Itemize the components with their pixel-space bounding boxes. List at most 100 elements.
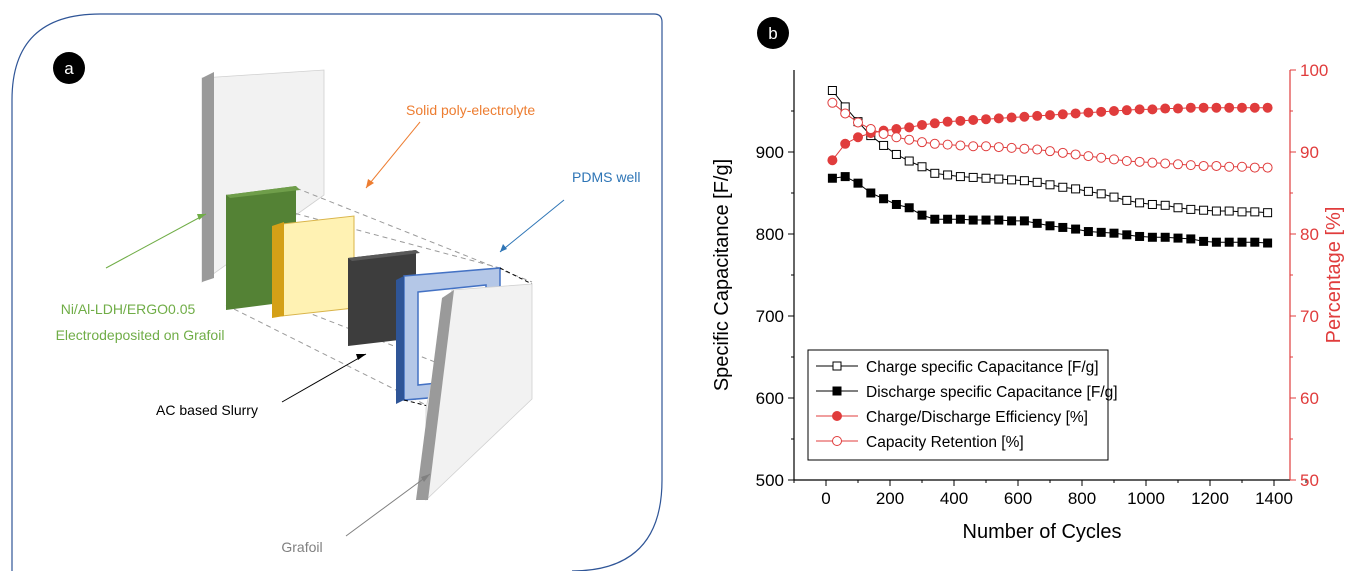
data-point — [1083, 107, 1094, 118]
data-point — [891, 149, 901, 159]
data-point — [981, 173, 991, 183]
y-right-tick-label: 80 — [1300, 225, 1319, 244]
data-point — [930, 214, 940, 224]
series-2 — [827, 172, 1273, 248]
y-left-tick-label: 800 — [756, 225, 784, 244]
data-point — [840, 108, 851, 119]
data-point — [955, 140, 966, 151]
data-point — [879, 140, 889, 150]
data-point — [1045, 180, 1055, 190]
data-point — [1083, 151, 1094, 162]
data-point — [993, 142, 1004, 153]
data-point — [968, 172, 978, 182]
data-point — [1083, 227, 1093, 237]
y-axis-left-title: Specific Capacitance [F/g] — [711, 159, 733, 391]
data-point — [1109, 192, 1119, 202]
data-point — [1057, 147, 1068, 158]
data-point — [981, 141, 991, 152]
data-point — [1122, 195, 1132, 205]
data-point — [1263, 238, 1273, 248]
data-point — [1019, 176, 1029, 186]
data-point — [1122, 230, 1132, 240]
data-point — [878, 128, 889, 139]
data-point — [917, 137, 927, 148]
y-axis-right-title: Percentage [%] — [1323, 207, 1345, 344]
data-point — [930, 168, 940, 178]
data-point — [1032, 177, 1042, 187]
legend-label: Discharge specific Capacitance [F/g] — [866, 384, 1118, 401]
data-point — [1057, 109, 1068, 120]
data-point — [1058, 222, 1068, 232]
series-4 — [827, 97, 1273, 173]
data-point — [994, 215, 1004, 225]
data-point — [865, 124, 876, 135]
data-point — [1185, 102, 1196, 113]
y-left-tick-label: 600 — [756, 389, 784, 408]
data-point — [1070, 149, 1081, 160]
panel-b-badge: b — [757, 17, 789, 49]
legend-item: Charge specific Capacitance [F/g] — [816, 359, 1099, 376]
legend-label: Capacity Retention [%] — [866, 434, 1024, 451]
data-point — [1058, 182, 1068, 192]
data-point — [1211, 102, 1222, 113]
data-point — [1224, 206, 1234, 216]
data-point — [1147, 157, 1158, 168]
data-point — [1263, 208, 1273, 218]
data-point — [1032, 218, 1042, 228]
data-point — [1198, 102, 1209, 113]
data-point — [1173, 203, 1183, 213]
data-point — [1262, 102, 1273, 113]
data-point — [1096, 189, 1106, 199]
svg-text:a: a — [64, 59, 74, 78]
data-point — [1019, 216, 1029, 226]
data-point — [1250, 237, 1260, 247]
data-point — [1147, 104, 1158, 115]
yellow-electrolyte-layer — [272, 215, 355, 318]
data-point — [1032, 144, 1043, 155]
data-point — [891, 124, 902, 135]
y-right-tick-label: 100 — [1300, 61, 1328, 80]
data-point — [1160, 158, 1171, 169]
label-arrows — [105, 121, 565, 537]
x-tick-label: 1200 — [1191, 489, 1229, 508]
panel-a-frame — [11, 13, 663, 571]
x-tick-label: 0 — [821, 489, 830, 508]
data-point — [853, 178, 863, 188]
label-solid-poly-electrolyte: Solid poly-electrolyte — [406, 102, 535, 118]
data-point — [1083, 186, 1093, 196]
data-point — [1186, 234, 1196, 244]
data-point — [1134, 156, 1145, 167]
label-electrode-line1: Ni/Al-LDH/ERGO0.05 — [61, 301, 196, 317]
data-point — [891, 132, 902, 143]
data-point — [1109, 154, 1119, 165]
panel-a-diagram: a — [11, 13, 663, 571]
data-point — [853, 132, 863, 143]
data-point — [1007, 175, 1017, 185]
data-point — [1032, 110, 1043, 121]
data-point — [1007, 216, 1017, 226]
data-point — [1006, 142, 1017, 153]
data-point — [891, 199, 901, 209]
data-point — [1250, 207, 1260, 217]
label-ac-based-slurry: AC based Slurry — [156, 402, 258, 418]
x-tick-label: 600 — [1004, 489, 1032, 508]
data-point — [955, 172, 965, 182]
data-point — [929, 138, 940, 149]
data-point — [1121, 156, 1132, 167]
data-point — [1173, 159, 1183, 170]
data-point — [968, 141, 979, 152]
legend-item: Discharge specific Capacitance [F/g] — [816, 384, 1118, 401]
y-left-tick-label: 700 — [756, 307, 784, 326]
panel-a-badge: a — [53, 52, 85, 84]
data-point — [981, 114, 991, 125]
legend-item: Capacity Retention [%] — [816, 434, 1024, 451]
data-point — [1121, 105, 1132, 116]
label-grafoil: Grafoil — [281, 539, 322, 555]
data-point — [1249, 162, 1260, 173]
legend-label: Charge specific Capacitance [F/g] — [866, 359, 1099, 376]
data-point — [1211, 160, 1222, 171]
data-point — [1224, 102, 1235, 113]
data-point — [866, 188, 876, 198]
data-point — [917, 162, 927, 172]
data-point — [1262, 162, 1273, 173]
